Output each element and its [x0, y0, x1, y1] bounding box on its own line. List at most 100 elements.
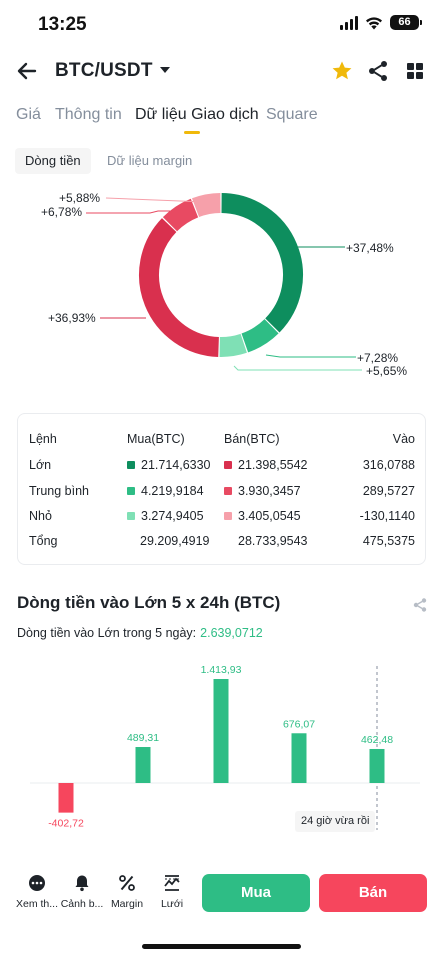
tab-trading-data[interactable]: Dữ liệu Giao dịch: [135, 106, 259, 123]
back-arrow-icon[interactable]: [14, 58, 40, 84]
donut-label-sell-medium: +6,78%: [41, 205, 82, 219]
buy-medium-dot: [127, 487, 135, 495]
grid-chart-icon: [164, 875, 180, 891]
bottom-action-bar: Xem th... Cảnh b... Margin Lưới Mua Bán: [0, 866, 443, 926]
row-inflow: 289,5727: [362, 484, 415, 498]
alert-button[interactable]: Cảnh b...: [59, 874, 105, 910]
bell-icon: [75, 875, 89, 892]
share-icon[interactable]: [412, 597, 428, 613]
header: BTC/USDT: [0, 50, 443, 94]
sell-button[interactable]: Bán: [319, 874, 427, 912]
tab-bar: Giá Thông tin Dữ liệu Giao dịch Square: [0, 100, 443, 140]
active-tab-indicator: [184, 131, 200, 134]
bar-value-label: 1.413,93: [201, 664, 242, 676]
donut-label-sell-large: +36,93%: [48, 311, 96, 325]
leader-line: [233, 365, 362, 371]
col-inflow: Vào: [392, 432, 415, 446]
row-buy: 3.274,9405: [141, 509, 204, 523]
inflow-summary-value: 2.639,0712: [200, 626, 263, 640]
money-flow-donut-chart: +37,48% +7,28% +5,65% +36,93% +6,78% +5,…: [41, 191, 407, 378]
money-flow-table: Lệnh Mua(BTC) Bán(BTC) Vào Lớn 21.714,63…: [17, 413, 426, 565]
donut-slice-sell-small: [192, 193, 221, 218]
inflow-section-title: Dòng tiền vào Lớn 5 x 24h (BTC): [17, 593, 281, 612]
tooltip-chip: 24 giờ vừa rồi: [295, 811, 376, 832]
donut-slice-buy-large: [221, 193, 303, 333]
leader-line: [105, 197, 206, 203]
donut-slice-buy-small: [219, 333, 247, 357]
col-order: Lệnh: [29, 432, 57, 446]
status-time: 13:25: [38, 14, 87, 35]
row-buy: 29.209,4919: [140, 534, 210, 548]
row-inflow: -130,1140: [359, 509, 415, 523]
grid-layout-icon[interactable]: [403, 59, 427, 83]
row-sell: 3.930,3457: [238, 484, 301, 498]
alert-label: Cảnh b...: [60, 898, 104, 910]
more-button[interactable]: Xem th...: [14, 874, 60, 910]
buy-button[interactable]: Mua: [202, 874, 310, 912]
table-row: Trung bình 4.219,9184 3.930,3457 289,572…: [18, 484, 427, 504]
home-indicator: [142, 944, 301, 949]
row-sell: 21.398,5542: [238, 458, 308, 472]
tab-price[interactable]: Giá: [16, 106, 41, 123]
row-buy: 4.219,9184: [141, 484, 204, 498]
inflow-bar: [369, 748, 385, 783]
buy-large-dot: [127, 461, 135, 469]
status-icons: 66: [340, 15, 422, 30]
bar-value-label: 462,48: [361, 734, 393, 746]
inflow-bar-chart: -402,72 489,31 1.413,93 676,07 462,48: [30, 664, 420, 830]
donut-label-buy-large: +37,48%: [346, 241, 394, 255]
table-row: Nhỏ 3.274,9405 3.405,0545 -130,1140: [18, 509, 427, 529]
row-order: Lớn: [29, 458, 52, 472]
row-order: Tổng: [29, 534, 58, 548]
tab-square[interactable]: Square: [266, 106, 318, 123]
sell-small-dot: [224, 512, 232, 520]
donut-slice-sell-medium: [162, 198, 199, 232]
leader-line: [265, 354, 356, 358]
inflow-bar: [213, 679, 229, 783]
more-dots-icon: [29, 875, 45, 891]
more-label: Xem th...: [15, 898, 58, 910]
inflow-bar: [291, 733, 307, 783]
col-sell: Bán(BTC): [224, 432, 280, 446]
grid-trading-button[interactable]: Lưới: [149, 874, 195, 910]
margin-button[interactable]: Margin: [104, 874, 150, 910]
donut-label-buy-small: +5,65%: [366, 364, 407, 378]
cellular-signal-icon: [340, 15, 358, 30]
row-sell: 28.733,9543: [238, 534, 308, 548]
row-inflow: 475,5375: [362, 534, 415, 548]
donut-slice-buy-medium: [241, 318, 279, 353]
subtab-margin-data[interactable]: Dữ liệu margin: [107, 153, 193, 168]
row-sell: 3.405,0545: [238, 509, 301, 523]
share-icon[interactable]: [366, 59, 390, 83]
donut-label-sell-small: +5,88%: [59, 191, 100, 205]
row-order: Nhỏ: [29, 509, 52, 523]
bar-value-label: 489,31: [127, 732, 159, 744]
inflow-bar: [135, 747, 151, 783]
table-header: Lệnh Mua(BTC) Bán(BTC) Vào: [18, 432, 427, 452]
row-buy: 21.714,6330: [141, 458, 211, 472]
percent-icon: [119, 875, 135, 891]
sell-medium-dot: [224, 487, 232, 495]
buy-small-dot: [127, 512, 135, 520]
battery-icon: 66: [390, 15, 422, 30]
pair-title[interactable]: BTC/USDT: [55, 60, 153, 81]
row-inflow: 316,0788: [362, 458, 415, 472]
inflow-bar: [58, 783, 74, 813]
wifi-icon: [366, 16, 382, 29]
donut-slice-sell-large: [139, 218, 220, 357]
inflow-summary: Dòng tiền vào Lớn trong 5 ngày: 2.639,071…: [17, 626, 263, 640]
subtab-money-flow[interactable]: Dòng tiền: [15, 148, 91, 174]
table-row: Lớn 21.714,6330 21.398,5542 316,0788: [18, 458, 427, 478]
caret-down-icon[interactable]: [158, 63, 172, 77]
col-buy: Mua(BTC): [127, 432, 185, 446]
bar-value-label: 676,07: [283, 718, 315, 730]
sell-large-dot: [224, 461, 232, 469]
tab-info[interactable]: Thông tin: [55, 106, 122, 123]
star-icon[interactable]: [330, 59, 354, 83]
row-order: Trung bình: [29, 484, 89, 498]
leader-line: [86, 210, 170, 214]
donut-label-buy-medium: +7,28%: [357, 351, 398, 365]
bar-value-label: -402,72: [48, 818, 84, 830]
status-bar: 13:25 66: [0, 0, 443, 48]
margin-label: Margin: [110, 898, 144, 910]
